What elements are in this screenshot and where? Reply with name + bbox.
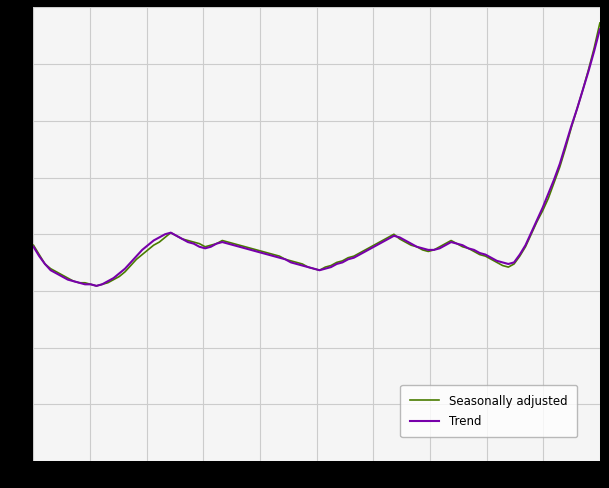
Seasonally adjusted — [373, 241, 381, 246]
Trend — [93, 283, 100, 289]
Seasonally adjusted — [573, 106, 580, 112]
Line: Seasonally adjusted: Seasonally adjusted — [33, 23, 600, 286]
Trend — [373, 242, 381, 248]
Seasonally adjusted — [30, 242, 37, 248]
Trend — [144, 242, 152, 248]
Trend — [556, 161, 563, 167]
Trend — [596, 26, 604, 32]
Seasonally adjusted — [167, 230, 174, 236]
Legend: Seasonally adjusted, Trend: Seasonally adjusted, Trend — [401, 385, 577, 437]
Trend — [30, 244, 37, 250]
Seasonally adjusted — [596, 20, 604, 26]
Trend — [573, 106, 580, 112]
Seasonally adjusted — [327, 263, 334, 268]
Seasonally adjusted — [556, 164, 563, 170]
Trend — [327, 264, 334, 270]
Seasonally adjusted — [144, 247, 152, 253]
Trend — [167, 230, 174, 236]
Line: Trend: Trend — [33, 29, 600, 286]
Seasonally adjusted — [93, 283, 100, 289]
